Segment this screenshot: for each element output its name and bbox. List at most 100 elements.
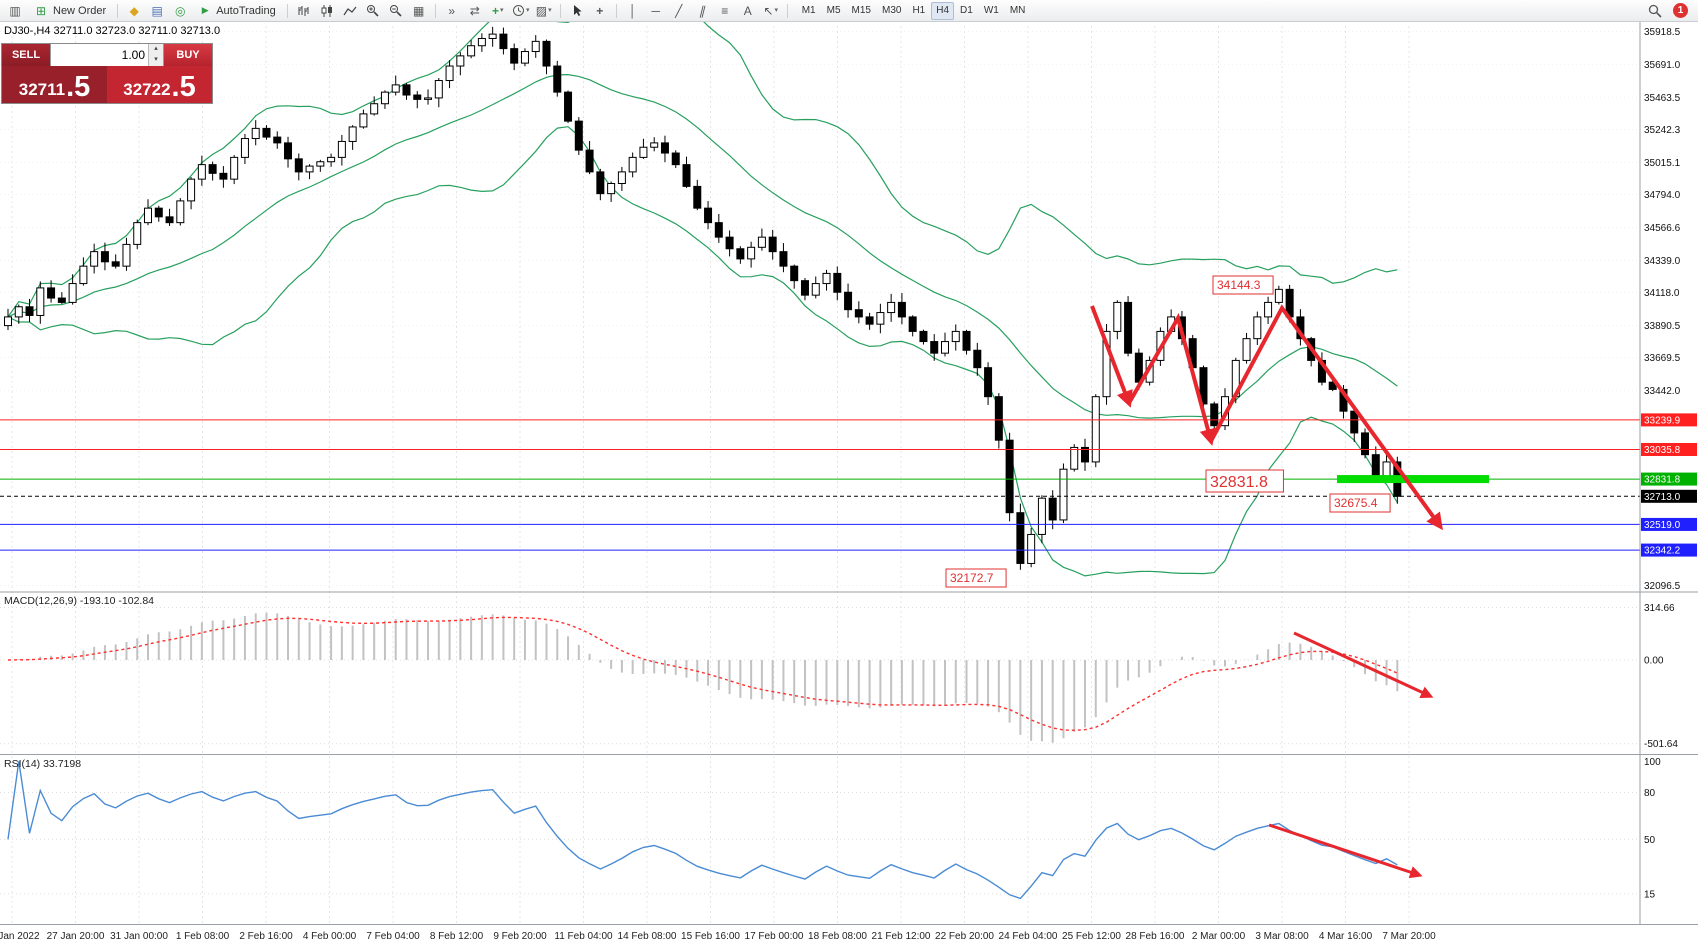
arrows-tool-button[interactable]: ↖ ▾: [760, 2, 782, 20]
candle-body: [854, 309, 863, 318]
candle-body: [4, 316, 12, 327]
time-axis-label: 7 Mar 20:00: [1382, 931, 1436, 942]
fibonacci-tool-icon[interactable]: ≡: [721, 3, 729, 18]
candle-body: [564, 91, 573, 122]
candle-body: [1274, 288, 1283, 303]
price-annotation-box[interactable]: [945, 568, 1007, 588]
tile-windows-icon[interactable]: ▦: [413, 3, 425, 18]
chart-shift-icon[interactable]: ⇄: [469, 3, 480, 18]
strategy-tester-icon[interactable]: ◎: [174, 3, 186, 18]
candle-body: [779, 251, 788, 267]
sell-button[interactable]: SELL: [2, 44, 50, 66]
volume-steppers: ▴ ▾: [148, 44, 163, 66]
candle-body: [671, 152, 680, 166]
autotrading-play-icon: ▶: [201, 5, 209, 15]
price-annotation-box[interactable]: [1329, 493, 1391, 513]
timeframe-w1[interactable]: W1: [983, 5, 999, 16]
periods-button[interactable]: ▾: [510, 2, 532, 20]
new-order-button[interactable]: ⊞ New Order: [27, 2, 112, 20]
candle-body: [940, 341, 949, 354]
time-axis-label: 14 Feb 08:00: [618, 931, 677, 942]
candle-body: [424, 97, 433, 100]
sell-price[interactable]: 32711.5: [2, 66, 107, 103]
trend-arrow[interactable]: [1127, 312, 1217, 446]
cursor-tool-icon[interactable]: [566, 2, 588, 20]
auto-scroll-icon[interactable]: »: [448, 3, 456, 18]
price-annotation-text: 34144.3: [1217, 278, 1261, 292]
line-chart-icon[interactable]: [339, 2, 361, 20]
candlestick-chart-icon[interactable]: [316, 2, 338, 20]
timeframe-m5[interactable]: M5: [826, 5, 841, 16]
text-tool-icon[interactable]: A: [743, 3, 752, 18]
crosshair-tool-icon[interactable]: +: [596, 3, 604, 18]
price-level-tag[interactable]: [1641, 442, 1697, 456]
expert-advisors-icon[interactable]: ◆: [129, 3, 139, 18]
price-annotation-box[interactable]: [1205, 469, 1284, 493]
price-level-tag[interactable]: [1641, 489, 1697, 503]
candle-body: [897, 301, 906, 318]
time-axis-label: 3 Mar 08:00: [1255, 931, 1309, 942]
timeframe-h1[interactable]: H1: [912, 5, 926, 16]
volume-input[interactable]: [51, 44, 148, 66]
candle-body: [240, 138, 249, 158]
volume-increase-button[interactable]: ▴: [149, 44, 163, 55]
price-level-tag[interactable]: [1641, 517, 1697, 531]
search-icon[interactable]: [1644, 2, 1666, 20]
zoom-in-icon[interactable]: [362, 2, 384, 20]
candle-body: [1199, 367, 1208, 405]
candle-body: [273, 136, 282, 144]
channel-tool-icon[interactable]: ∥: [698, 3, 705, 18]
support-highlight-bar[interactable]: [1337, 475, 1489, 484]
price-level-tag[interactable]: [1641, 413, 1697, 427]
vertical-line-tool-icon[interactable]: │: [628, 3, 637, 18]
horizontal-line-tool-icon[interactable]: ─: [651, 3, 660, 18]
buy-button[interactable]: BUY: [164, 44, 212, 66]
candle-body: [844, 291, 853, 311]
macd-signal-line: [7, 616, 1398, 732]
add-indicator-button[interactable]: + ▾: [487, 2, 509, 20]
zoom-out-icon[interactable]: [385, 2, 407, 20]
trend-arrow[interactable]: [1209, 304, 1443, 531]
candle-body: [768, 236, 777, 253]
candle-body: [865, 316, 874, 325]
buy-price-main: 32722: [123, 80, 171, 99]
macd-trend-arrow[interactable]: [1293, 631, 1434, 699]
timeframe-h4[interactable]: H4: [931, 1, 955, 20]
buy-price[interactable]: 32722.5: [107, 66, 212, 103]
candle-body: [650, 142, 659, 148]
candle-body: [25, 306, 34, 316]
timeframe-d1[interactable]: D1: [960, 5, 973, 16]
templates-button[interactable]: ▨ ▾: [533, 2, 555, 20]
timeframe-m15[interactable]: M15: [851, 5, 871, 16]
timeframe-m1[interactable]: M1: [801, 5, 816, 16]
price-annotation-box[interactable]: [1212, 275, 1274, 295]
candle-body: [811, 283, 820, 296]
candle-body: [1016, 512, 1025, 564]
candle-body: [154, 207, 163, 218]
notification-badge[interactable]: 1: [1673, 3, 1688, 18]
sell-price-pips: .5: [66, 71, 91, 103]
price-level-tag[interactable]: [1641, 543, 1697, 557]
candle-body: [833, 272, 842, 293]
add-indicator-icon: +: [491, 3, 499, 18]
time-axis-label: 4 Mar 16:00: [1319, 931, 1373, 942]
trendline-tool-icon[interactable]: ╱: [675, 3, 683, 18]
macd-axis-label: 0.00: [1644, 656, 1664, 667]
candle-body: [380, 91, 389, 105]
chart-window-icon[interactable]: ▥: [9, 3, 21, 18]
autotrading-button[interactable]: ▶ AutoTrading: [192, 2, 282, 20]
timeframe-mn[interactable]: MN: [1009, 5, 1026, 16]
bar-chart-icon[interactable]: [293, 2, 315, 20]
rsi-trend-arrow[interactable]: [1268, 823, 1423, 879]
timeframe-m30[interactable]: M30: [881, 5, 902, 16]
price-level-tag-text: 32713.0: [1644, 492, 1681, 503]
market-watch-icon[interactable]: ▤: [151, 3, 163, 18]
trend-arrow[interactable]: [1090, 305, 1133, 408]
candle-body: [187, 178, 196, 202]
price-level-tag[interactable]: [1641, 472, 1697, 486]
price-axis-label: 35691.0: [1644, 60, 1681, 71]
candle-body: [456, 55, 465, 67]
volume-decrease-button[interactable]: ▾: [149, 55, 163, 66]
